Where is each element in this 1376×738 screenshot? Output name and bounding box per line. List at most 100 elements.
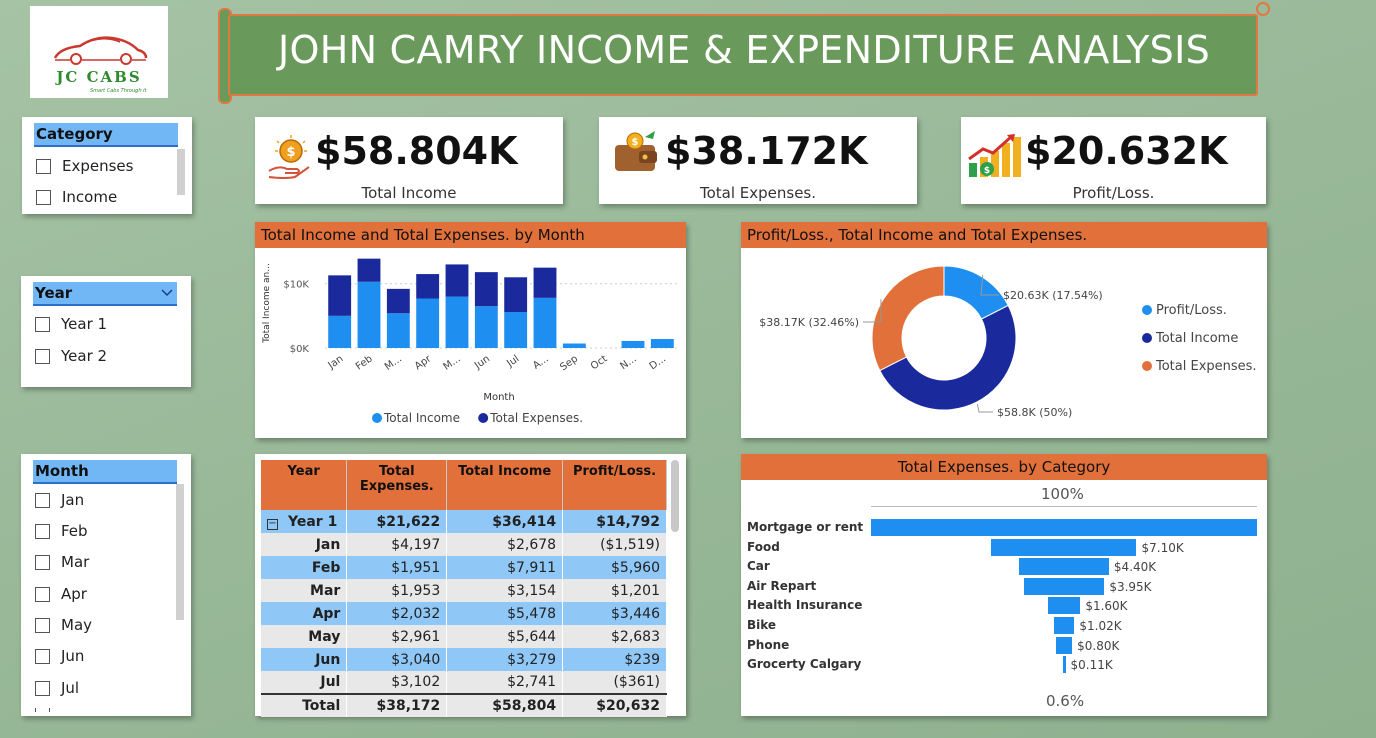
income-expenses-bar-chart: $0K $10K Total Income an... Jan Feb M... Apr M.…: [262, 258, 677, 425]
table-scrollbar[interactable]: [671, 460, 679, 532]
bar-chart-panel: Total Income and Total Expenses. by Mont…: [255, 222, 686, 438]
cell-expenses: $3,040: [346, 648, 448, 671]
year-slicer-title[interactable]: Year: [33, 282, 177, 306]
collapse-icon[interactable]: −: [267, 517, 278, 530]
table-row[interactable]: Jul $3,102 $2,741 ($361): [261, 671, 667, 694]
cell-expenses: $3,102: [346, 671, 448, 694]
funnel-bar[interactable]: [991, 538, 1137, 556]
income-bar: [474, 306, 498, 348]
funnel-bar[interactable]: [1053, 617, 1075, 634]
funnel-category-label: Air Repart: [747, 578, 817, 593]
page-title: JOHN CAMRY INCOME & EXPENDITURE ANALYSIS: [277, 28, 1210, 72]
funnel-bar[interactable]: [1055, 636, 1073, 654]
month-option-jun[interactable]: Jun: [35, 647, 84, 665]
money-hand-icon: $: [268, 135, 310, 179]
donut-chart-panel: Profit/Loss., Total Income and Total Exp…: [741, 222, 1267, 438]
checkbox[interactable]: [36, 158, 51, 174]
checkbox[interactable]: [35, 523, 50, 539]
year-option-1[interactable]: Year 1: [35, 315, 107, 333]
cell-expenses: $21,622: [346, 510, 448, 533]
profit-income-expenses-donut: $20.63K (17.54%) Profit/Loss. $58.8K (50%)…: [759, 265, 1257, 419]
month-option-apr[interactable]: Apr: [35, 585, 87, 603]
checkbox[interactable]: [35, 348, 50, 364]
logo-name: JC CABS: [56, 68, 142, 86]
table-row-year[interactable]: − Year 1 $21,622 $36,414 $14,792: [261, 510, 667, 533]
checkbox[interactable]: [35, 680, 50, 696]
x-tick-label: Jul: [504, 353, 521, 370]
column-header-year[interactable]: Year: [261, 460, 348, 510]
legend-label: Total Expenses.: [1155, 359, 1257, 374]
income-bar: [562, 343, 586, 348]
checkbox[interactable]: [35, 316, 50, 332]
cell-expenses: $38,172: [346, 693, 448, 717]
funnel-value-label: $7.10K: [1141, 540, 1184, 555]
category-slicer: Category Expenses Income: [22, 117, 192, 214]
x-tick-label: Feb: [354, 353, 375, 372]
checkbox[interactable]: [36, 189, 51, 205]
checkbox[interactable]: [35, 617, 50, 633]
column-header-total-income[interactable]: Total Income: [446, 460, 564, 510]
funnel-category-label: Food: [747, 539, 780, 554]
funnel-top-bracket: [871, 506, 1257, 507]
column-header-profit-loss[interactable]: Profit/Loss.: [562, 460, 667, 510]
funnel-bar[interactable]: [1019, 558, 1109, 576]
funnel-bar[interactable]: [871, 519, 1257, 536]
month-option-may[interactable]: May: [35, 616, 92, 634]
donut-data-label: $58.8K (50%): [997, 406, 1072, 419]
checkbox[interactable]: [35, 708, 50, 712]
checkbox[interactable]: [35, 586, 50, 602]
x-tick-label: D...: [648, 353, 668, 372]
month-option-partial[interactable]: [35, 708, 61, 712]
kpi-expenses-value: $38.172K: [665, 129, 868, 173]
year-option-2[interactable]: Year 2: [35, 347, 107, 365]
cell-income: $5,644: [446, 625, 564, 648]
funnel-category-label: Mortgage or rent: [747, 520, 864, 534]
table-row[interactable]: Mar $1,953 $3,154 $1,201: [261, 579, 667, 602]
month-option-mar[interactable]: Mar: [35, 553, 89, 571]
legend-label: Total Income: [1155, 331, 1238, 346]
category-option-expenses[interactable]: Expenses: [36, 157, 133, 175]
bar-chart-title: Total Income and Total Expenses. by Mont…: [255, 222, 686, 248]
funnel-bar[interactable]: [1023, 577, 1105, 595]
income-bar: [621, 340, 645, 348]
month-option-jan[interactable]: Jan: [35, 491, 84, 509]
cell-profit: ($1,519): [562, 533, 667, 556]
wallet-icon: $: [615, 131, 657, 171]
column-header-total-expenses[interactable]: Total Expenses.: [346, 460, 448, 510]
table-row[interactable]: Jun $3,040 $3,279 $239: [261, 648, 667, 671]
donut-data-label: $38.17K (32.46%): [759, 316, 859, 329]
category-option-income[interactable]: Income: [36, 188, 117, 206]
month-option-jul[interactable]: Jul: [35, 679, 79, 697]
funnel-bar[interactable]: [1047, 597, 1081, 615]
month-option-feb[interactable]: Feb: [35, 522, 88, 540]
funnel-chart-title: Total Expenses. by Category: [741, 454, 1267, 480]
funnel-category-label: Car: [747, 559, 770, 574]
svg-text:$: $: [984, 166, 990, 176]
table-row[interactable]: May $2,961 $5,644 $2,683: [261, 625, 667, 648]
funnel-category-label: Grocerty Calgary: [747, 657, 862, 672]
funnel-chart: Mortgage or rent Food $7.10K Car $4.40K Air R…: [741, 454, 1267, 716]
income-bar: [416, 298, 440, 348]
month-scrollbar[interactable]: [176, 484, 184, 620]
chevron-down-icon[interactable]: [161, 289, 173, 297]
table-row[interactable]: Feb $1,951 $7,911 $5,960: [261, 556, 667, 579]
year-slicer: Year Year 1 Year 2: [21, 276, 191, 387]
cell-expenses: $2,961: [346, 625, 448, 648]
table-row-total[interactable]: Total $38,172 $58,804 $20,632: [261, 693, 667, 717]
expenses-bar: [445, 264, 469, 297]
cell-expenses: $4,197: [346, 533, 448, 556]
expenses-bar: [504, 277, 528, 312]
table-row[interactable]: Jan $4,197 $2,678 ($1,519): [261, 533, 667, 556]
funnel-bar[interactable]: [1062, 656, 1066, 674]
table-row[interactable]: Apr $2,032 $5,478 $3,446: [261, 602, 667, 625]
row-label: Total: [261, 693, 348, 717]
growth-chart-icon: $: [968, 134, 1021, 177]
y-tick-label: $0K: [290, 344, 310, 355]
checkbox[interactable]: [35, 554, 50, 570]
category-scrollbar[interactable]: [177, 149, 185, 195]
checkbox[interactable]: [35, 648, 50, 664]
svg-text:$: $: [632, 137, 639, 148]
expenses-bar: [533, 267, 557, 298]
checkbox[interactable]: [35, 492, 50, 508]
legend-marker: [372, 413, 382, 423]
